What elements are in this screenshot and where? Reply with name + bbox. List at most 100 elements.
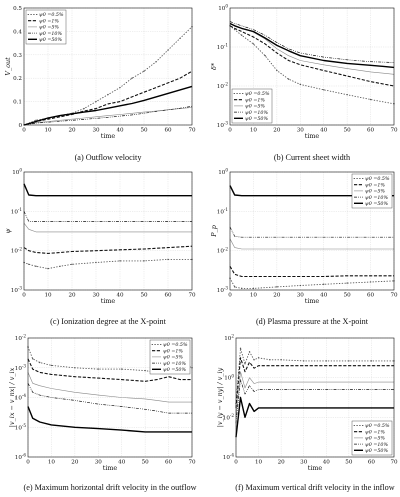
x-tick-label: 60: [367, 128, 375, 134]
y-tick-label: 0.2: [13, 76, 22, 82]
plot-frame: [229, 171, 395, 291]
x-tick-label: 50: [140, 128, 148, 134]
x-tick-label: 40: [118, 460, 126, 466]
x-tick-label: 60: [164, 293, 172, 299]
x-tick-label: 30: [300, 460, 308, 466]
x-tick-label: 0: [26, 460, 30, 466]
series-point: [121, 368, 123, 370]
series-point: [83, 107, 85, 110]
y-tick-label: 0.3: [13, 53, 22, 59]
x-tick-label: 20: [273, 128, 281, 134]
x-tick-label: 20: [71, 460, 79, 466]
legend-label: ψ0 =0.5%: [365, 176, 390, 182]
chart-panel: 0 10 20 30 40 50 60 70 0 0.1 0.2 0.3 0.4 0.5 time V_out…: [4, 6, 196, 162]
chart-panel: 0 10 20 30 40 50 60 70 10-3 10-2 10-1 100 time ψ (c) I…: [4, 168, 196, 326]
panel-caption: (f) Maximum vertical drift velocity in t…: [235, 483, 394, 492]
panel-caption: (d) Plasma pressure at the X-point: [256, 317, 369, 326]
y-tick-label: 100: [12, 168, 22, 176]
series-point: [239, 347, 242, 350]
y-tick-label: 0: [18, 123, 22, 129]
series-point: [31, 358, 34, 360]
legend-label: ψ0 =10%: [245, 110, 268, 116]
y-tick-label: 10-3: [11, 286, 23, 294]
series-line: [27, 406, 192, 433]
x-tick-label: 30: [95, 460, 103, 466]
legend: ψ0 =0.5%ψ0 =1%ψ0 =5%ψ0 =10%ψ0 =50%: [351, 173, 393, 209]
series-point: [257, 357, 260, 359]
y-tick-label: 0.1: [13, 100, 22, 106]
series-point: [287, 78, 290, 80]
legend-label: ψ0 =10%: [39, 31, 62, 37]
x-tick-label: 20: [278, 460, 286, 466]
series-point: [233, 28, 236, 31]
series-point: [325, 360, 327, 362]
y-tick-label: 100: [218, 4, 228, 12]
series-point: [167, 49, 169, 51]
legend-label: ψ0 =0.5%: [163, 342, 188, 348]
series-point: [299, 83, 301, 86]
panel-caption: (e) Maximum horizontal drift velocity in…: [23, 483, 196, 492]
plot-frame: [235, 337, 395, 458]
series-point: [95, 100, 97, 103]
series-line: [23, 70, 193, 126]
series-point: [248, 351, 251, 353]
x-tick-label: 70: [390, 293, 398, 299]
legend-label: ψ0 =10%: [365, 442, 388, 448]
plot-frame: [229, 7, 395, 126]
series-line: [235, 396, 394, 438]
x-tick-label: 70: [188, 128, 196, 134]
series-point: [119, 260, 121, 262]
series-point: [35, 265, 37, 268]
series-point: [323, 89, 325, 91]
x-tick-label: 10: [44, 128, 52, 134]
series-line: [23, 211, 192, 222]
legend-label: ψ0 =5%: [365, 189, 385, 195]
legend-label: ψ0 =50%: [245, 116, 268, 122]
y-tick-label: 10-2: [15, 334, 27, 342]
x-tick-label: 50: [142, 460, 150, 466]
x-tick-label: 40: [320, 128, 328, 134]
series-point: [47, 267, 49, 270]
legend-label: ψ0 =50%: [39, 37, 62, 43]
legend-label: ψ0 =5%: [365, 436, 385, 442]
series-point: [28, 263, 30, 266]
x-axis-label: time: [305, 132, 320, 140]
series-line: [229, 238, 394, 250]
x-tick-label: 60: [367, 293, 375, 299]
legend-label: ψ0 =5%: [163, 355, 183, 361]
series-point: [280, 359, 282, 361]
series-line: [229, 23, 395, 75]
legend-label: ψ0 =1%: [163, 348, 183, 354]
x-tick-label: 10: [48, 460, 56, 466]
x-tick-label: 20: [68, 128, 76, 134]
series-point: [369, 98, 372, 101]
chart-panel: 0 10 20 30 40 50 60 70 10-3 10-2 10-1 100 time P_p ψ0 …: [210, 168, 398, 326]
series-point: [71, 263, 73, 266]
x-tick-label: 50: [344, 128, 352, 134]
y-axis-label: |v_ix − v_nx| / v_ix: [8, 367, 16, 427]
x-tick-label: 0: [22, 293, 26, 299]
y-tick-label: 10-3: [217, 286, 229, 294]
legend: ψ0 =0.5%ψ0 =1%ψ0 =5%ψ0 =10%ψ0 =50%: [231, 88, 273, 124]
legend-label: ψ0 =10%: [163, 361, 186, 367]
series-line: [229, 266, 394, 278]
x-tick-label: 70: [188, 293, 196, 299]
y-tick-label: 10-6: [15, 453, 27, 461]
series-line: [23, 223, 192, 233]
legend-label: ψ0 =0.5%: [245, 91, 270, 97]
series-point: [244, 363, 246, 365]
x-tick-label: 60: [368, 460, 376, 466]
series-point: [119, 86, 121, 89]
series-point: [299, 284, 301, 287]
series-point: [253, 359, 255, 361]
x-axis-label: time: [101, 297, 116, 305]
series-line: [23, 183, 192, 197]
series-point: [241, 34, 243, 36]
legend-label: ψ0 =1%: [365, 429, 385, 435]
chart-panel: 0 10 20 30 40 50 60 70 10-6 10-5 10-4 10-3 10-2 time |…: [8, 334, 197, 492]
series-point: [346, 93, 348, 96]
y-tick-label: 10-5: [15, 423, 27, 431]
y-tick-label: 10-3: [217, 121, 229, 129]
y-axis-label: P_p: [210, 225, 218, 238]
